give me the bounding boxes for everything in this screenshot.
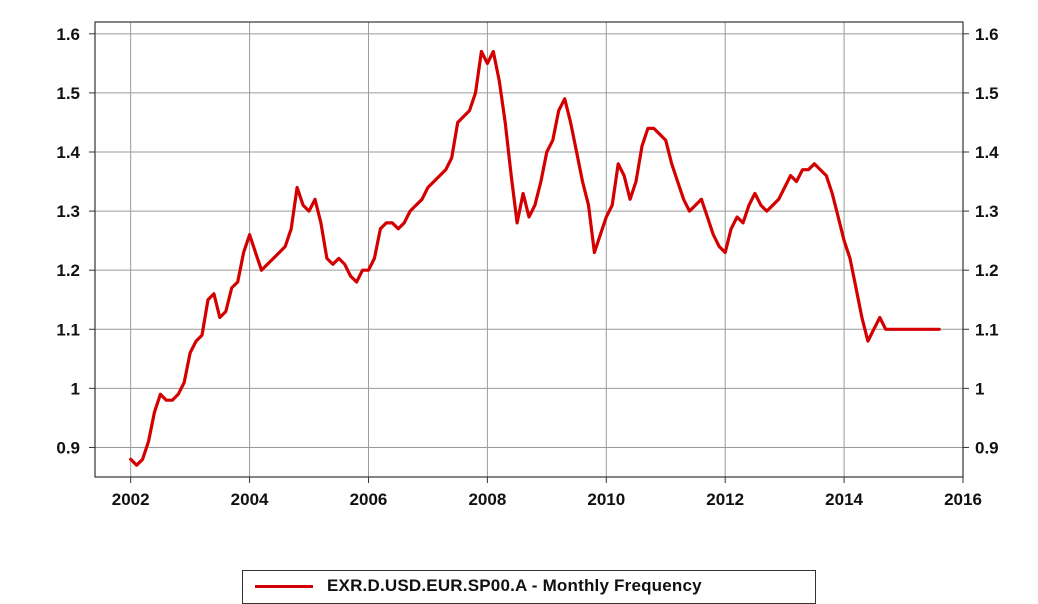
y-axis-right-labels: 0.9 1 1.1 1.2 1.3 1.4 1.5 1.6 — [975, 25, 999, 458]
x-tick-label: 2014 — [825, 490, 863, 509]
series-line-exr-usd-eur — [129, 49, 941, 467]
legend: EXR.D.USD.EUR.SP00.A - Monthly Frequency — [242, 570, 816, 604]
y-tick-label-right: 1.6 — [975, 25, 999, 44]
x-tick-label: 2016 — [944, 490, 982, 509]
plot-frame — [94, 21, 964, 478]
legend-label: EXR.D.USD.EUR.SP00.A - Monthly Frequency — [327, 576, 702, 595]
x-tick-label: 2004 — [231, 490, 269, 509]
x-tick-label: 2006 — [350, 490, 388, 509]
y-tick-label-right: 1.4 — [975, 143, 999, 162]
y-tick-label-left: 1.5 — [56, 84, 80, 103]
y-tick-label-right: 1.1 — [975, 320, 999, 339]
y-axis-left-labels: 0.9 1 1.1 1.2 1.3 1.4 1.5 1.6 — [56, 25, 80, 458]
y-tick-label-left: 1 — [71, 379, 80, 398]
x-tick-label: 2012 — [706, 490, 744, 509]
y-tick-label-left: 0.9 — [56, 438, 80, 457]
axis-ticks — [89, 33, 969, 483]
x-tick-label: 2008 — [468, 490, 506, 509]
legend-swatch — [255, 585, 313, 588]
y-tick-label-left: 1.6 — [56, 25, 80, 44]
y-tick-label-left: 1.1 — [56, 320, 80, 339]
x-tick-label: 2002 — [112, 490, 150, 509]
y-tick-label-right: 1.2 — [975, 261, 999, 280]
y-tick-label-left: 1.4 — [56, 143, 80, 162]
y-tick-label-right: 0.9 — [975, 438, 999, 457]
y-tick-label-left: 1.3 — [56, 202, 80, 221]
y-tick-label-left: 1.2 — [56, 261, 80, 280]
y-tick-label-right: 1.5 — [975, 84, 999, 103]
x-tick-label: 2010 — [587, 490, 625, 509]
y-tick-label-right: 1 — [975, 379, 984, 398]
x-axis-labels: 2002 2004 2006 2008 2010 2012 2014 2016 — [112, 490, 982, 509]
y-tick-label-right: 1.3 — [975, 202, 999, 221]
